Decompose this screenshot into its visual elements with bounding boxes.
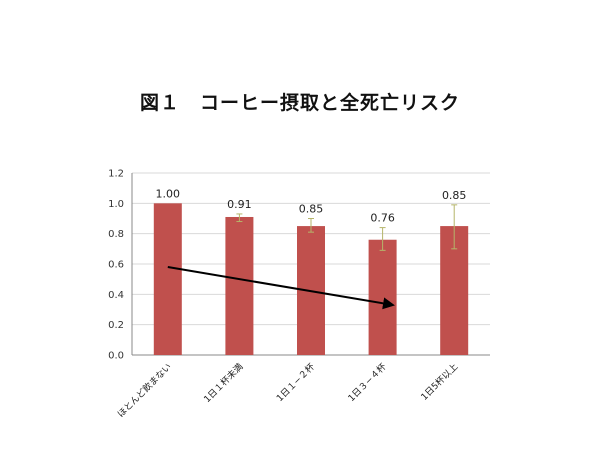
x-tick-label-2: 1日１杯未満 bbox=[201, 361, 245, 405]
data-label-4: 0.76 bbox=[370, 212, 395, 225]
trend-arrow bbox=[167, 266, 395, 310]
x-tick-label-1: ほとんど飲まない bbox=[115, 361, 174, 420]
y-tick-label: 1.0 bbox=[108, 199, 124, 210]
x-tick-label-3: 1日１−２杯 bbox=[274, 361, 317, 404]
y-tick-label: 0.2 bbox=[108, 320, 124, 331]
bar-1 bbox=[153, 203, 182, 355]
y-tick-label: 0.0 bbox=[108, 351, 124, 362]
y-tick-label: 0.6 bbox=[108, 260, 124, 271]
chart-title: 図１ コーヒー摂取と全死亡リスク bbox=[139, 92, 460, 114]
y-tick-label: 0.4 bbox=[108, 290, 124, 301]
data-label-3: 0.85 bbox=[299, 203, 324, 216]
data-label-2: 0.91 bbox=[227, 198, 252, 211]
bar-4 bbox=[368, 239, 397, 355]
bar-2 bbox=[225, 216, 254, 355]
data-label-1: 1.00 bbox=[156, 187, 181, 200]
x-tick-label-4: 1日３−４杯 bbox=[345, 361, 388, 404]
data-label-5: 0.85 bbox=[442, 189, 467, 202]
y-tick-label: 0.8 bbox=[108, 229, 124, 240]
x-tick-label-5: 1日5杯以上 bbox=[418, 361, 460, 403]
y-tick-label: 1.2 bbox=[108, 169, 124, 180]
